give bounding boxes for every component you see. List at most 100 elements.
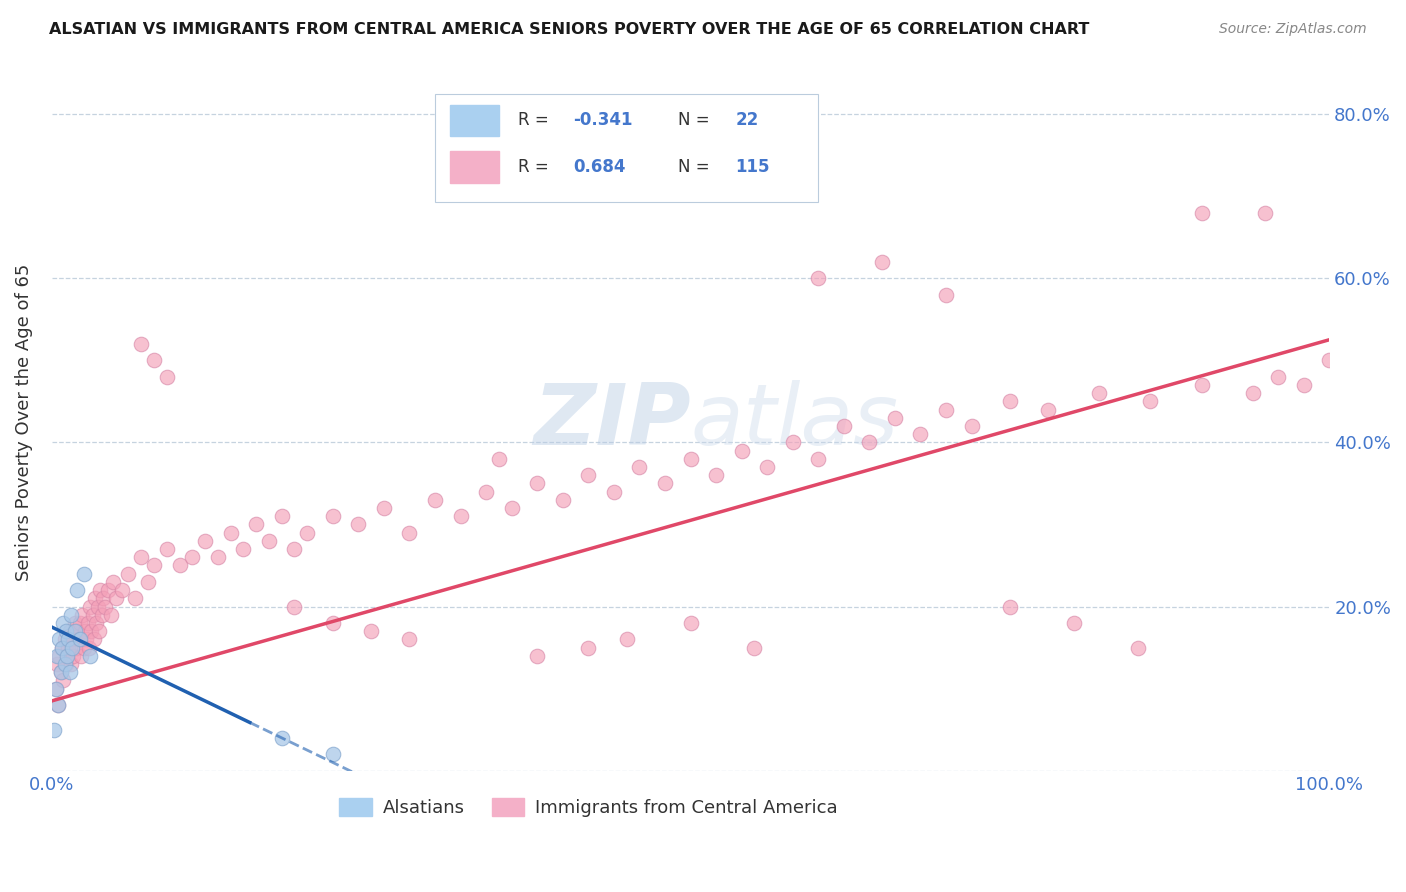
Point xyxy=(551,172,574,186)
Point xyxy=(156,369,179,384)
Point xyxy=(935,287,957,301)
Point xyxy=(679,615,702,630)
Point xyxy=(52,673,75,688)
Point xyxy=(628,460,651,475)
Point xyxy=(129,336,152,351)
Point xyxy=(679,451,702,466)
Point xyxy=(297,525,319,540)
Point xyxy=(654,476,676,491)
Point xyxy=(100,607,122,622)
Point xyxy=(82,607,104,622)
Point xyxy=(910,427,932,442)
Point xyxy=(283,599,305,614)
Point xyxy=(79,648,101,663)
Point xyxy=(86,615,108,630)
Point xyxy=(270,731,292,745)
Point xyxy=(56,648,79,663)
Point xyxy=(53,657,76,671)
Point xyxy=(935,402,957,417)
Point xyxy=(603,484,626,499)
Point xyxy=(194,533,217,548)
Point xyxy=(76,615,98,630)
Text: 22: 22 xyxy=(735,112,758,129)
Point xyxy=(45,681,67,696)
Point xyxy=(1126,640,1149,655)
Point xyxy=(283,542,305,557)
Point xyxy=(67,632,90,647)
Point xyxy=(66,624,89,639)
Point xyxy=(756,460,779,475)
Legend: Alsatians, Immigrants from Central America: Alsatians, Immigrants from Central Ameri… xyxy=(332,790,845,824)
Point xyxy=(69,632,91,647)
Point xyxy=(53,632,76,647)
Point xyxy=(832,419,855,434)
Text: 115: 115 xyxy=(735,158,769,177)
Point xyxy=(60,640,83,655)
Point xyxy=(142,558,165,573)
Point xyxy=(870,254,893,268)
Point xyxy=(782,435,804,450)
Point xyxy=(73,640,96,655)
Point xyxy=(398,525,420,540)
Point xyxy=(526,648,548,663)
Point xyxy=(322,747,344,762)
Point xyxy=(87,599,110,614)
Point xyxy=(51,640,73,655)
Point xyxy=(616,632,638,647)
Point xyxy=(1254,205,1277,219)
Point xyxy=(83,632,105,647)
Point xyxy=(73,566,96,581)
FancyBboxPatch shape xyxy=(434,94,818,202)
Point xyxy=(1063,615,1085,630)
Point xyxy=(398,632,420,647)
Point xyxy=(858,435,880,450)
Point xyxy=(90,607,112,622)
Point xyxy=(450,509,472,524)
Point xyxy=(807,271,830,285)
Point xyxy=(526,476,548,491)
Point xyxy=(59,665,82,680)
Point xyxy=(104,591,127,606)
Point xyxy=(49,665,72,680)
Point xyxy=(124,591,146,606)
Text: N =: N = xyxy=(678,158,714,177)
Point xyxy=(75,632,97,647)
Point xyxy=(322,509,344,524)
Point xyxy=(883,410,905,425)
Point xyxy=(181,550,204,565)
Point xyxy=(998,394,1021,409)
Point xyxy=(1139,394,1161,409)
Point xyxy=(704,468,727,483)
Point xyxy=(169,558,191,573)
Point xyxy=(207,550,229,565)
Point xyxy=(48,632,70,647)
Point xyxy=(66,583,89,598)
Text: ZIP: ZIP xyxy=(533,380,690,463)
Point xyxy=(423,492,446,507)
Point xyxy=(45,681,67,696)
Point xyxy=(45,648,67,663)
Point xyxy=(1038,402,1060,417)
Point xyxy=(101,574,124,589)
Point xyxy=(97,583,120,598)
Point xyxy=(1088,386,1111,401)
Text: 0.684: 0.684 xyxy=(574,158,626,177)
Point xyxy=(347,517,370,532)
Point xyxy=(156,542,179,557)
Point xyxy=(94,599,117,614)
Point xyxy=(1191,205,1213,219)
Point xyxy=(77,640,100,655)
Text: R =: R = xyxy=(517,158,554,177)
Point xyxy=(142,353,165,368)
Point xyxy=(111,583,134,598)
Point xyxy=(730,443,752,458)
Point xyxy=(63,624,86,639)
Point xyxy=(1267,369,1289,384)
Point xyxy=(998,599,1021,614)
Point xyxy=(56,648,79,663)
Point xyxy=(1317,353,1340,368)
Point xyxy=(87,624,110,639)
Point xyxy=(136,574,159,589)
Point xyxy=(117,566,139,581)
Point xyxy=(79,599,101,614)
